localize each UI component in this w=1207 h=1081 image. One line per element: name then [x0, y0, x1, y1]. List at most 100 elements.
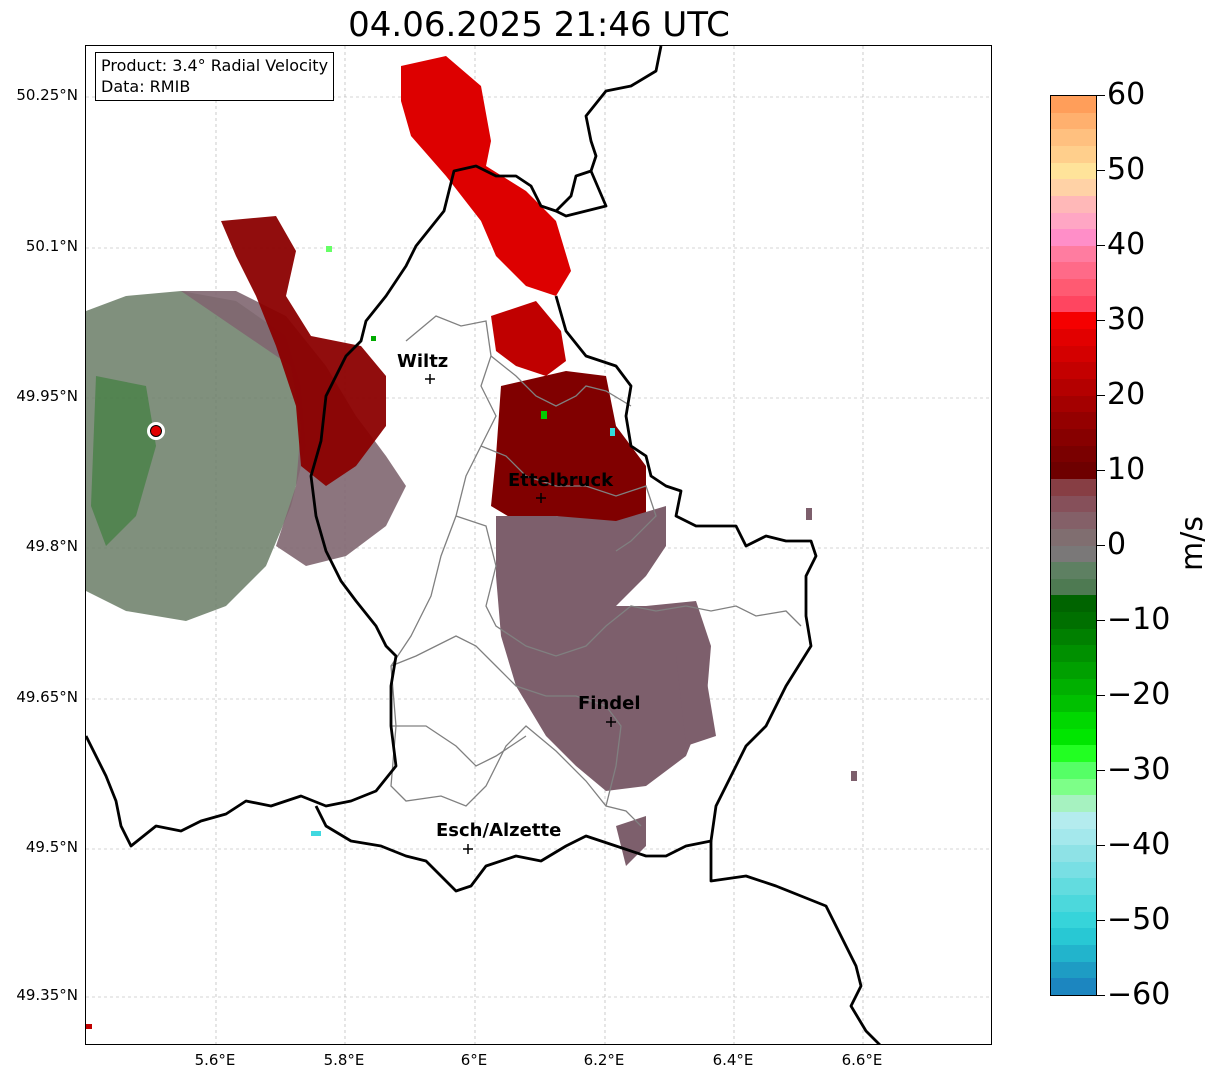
country-borders	[86, 46, 881, 1044]
colorbar-unit-label: m/s	[1175, 516, 1207, 571]
map-title: 04.06.2025 21:46 UTC	[348, 5, 730, 45]
colorbar-band	[1051, 745, 1096, 764]
colorbar-tick	[1097, 620, 1105, 621]
colorbar-band	[1051, 545, 1096, 564]
echo-west-mauve	[181, 291, 406, 566]
echo-west-darkgreen	[91, 376, 156, 546]
echo-darkred-west	[221, 216, 386, 486]
colorbar-band	[1051, 978, 1096, 995]
colorbar-band	[1051, 628, 1096, 648]
colorbar-band	[1051, 229, 1096, 248]
colorbar-tick	[1097, 995, 1105, 996]
colorbar-band	[1051, 329, 1096, 348]
colorbar-band	[1051, 711, 1096, 731]
colorbar-band	[1051, 279, 1096, 298]
colorbar-band	[1051, 645, 1096, 664]
colorbar-band	[1051, 212, 1096, 231]
colorbar-label-40: 40	[1107, 227, 1146, 262]
colorbar-tick	[1097, 170, 1105, 171]
colorbar-band	[1051, 145, 1096, 165]
radar-echoes	[86, 56, 857, 1029]
colorbar-tick	[1097, 245, 1105, 246]
colorbar-band	[1051, 129, 1096, 148]
colorbar-band	[1051, 578, 1096, 598]
colorbar-band	[1051, 878, 1096, 897]
colorbar-band	[1051, 612, 1096, 631]
colorbar-label-minus-10: −10	[1107, 602, 1171, 637]
colorbar-band	[1051, 262, 1096, 281]
colorbar-label-minus-40: −40	[1107, 827, 1171, 862]
colorbar-band	[1051, 495, 1096, 514]
lon-label-6-6: 6.6°E	[841, 1051, 883, 1069]
lon-label-6-2: 6.2°E	[583, 1051, 625, 1069]
colorbar-band	[1051, 195, 1096, 215]
colorbar-label-minus-50: −50	[1107, 902, 1171, 937]
colorbar-band	[1051, 428, 1096, 448]
colorbar-band	[1051, 179, 1096, 198]
lon-label-5-6: 5.6°E	[194, 1051, 236, 1069]
place-markers	[425, 374, 616, 854]
lat-label-49-95: 49.95°N	[16, 387, 78, 405]
colorbar-tick	[1097, 320, 1105, 321]
colorbar-band	[1051, 961, 1096, 981]
colorbar-band	[1051, 845, 1096, 864]
place-label-findel: Findel	[578, 693, 641, 714]
colorbar-tick	[1097, 545, 1105, 546]
colorbar-label-minus-60: −60	[1107, 977, 1171, 1012]
lon-label-6: 6°E	[460, 1051, 488, 1069]
lat-label-49-65: 49.65°N	[16, 688, 78, 706]
colorbar-band	[1051, 512, 1096, 531]
colorbar-band	[1051, 112, 1096, 132]
colorbar-band	[1051, 528, 1096, 548]
colorbar-band	[1051, 312, 1096, 331]
colorbar-label-30: 30	[1107, 302, 1146, 337]
lat-label-49-5: 49.5°N	[25, 838, 78, 856]
colorbar-label-minus-20: −20	[1107, 677, 1171, 712]
colorbar-band	[1051, 245, 1096, 265]
colorbar-band	[1051, 478, 1096, 498]
colorbar-band	[1051, 945, 1096, 964]
colorbar-label-20: 20	[1107, 377, 1146, 412]
colorbar-label-50: 50	[1107, 152, 1146, 187]
colorbar-band	[1051, 395, 1096, 415]
colorbar-band	[1051, 678, 1096, 698]
colorbar-band	[1051, 295, 1096, 315]
colorbar-band	[1051, 811, 1096, 831]
velocity-colorbar	[1050, 95, 1097, 996]
place-label-wiltz: Wiltz	[397, 351, 449, 372]
colorbar-band	[1051, 928, 1096, 947]
radar-site-marker	[147, 422, 165, 440]
product-label: Product: 3.4° Radial Velocity	[101, 56, 329, 75]
lon-label-6-4: 6.4°E	[712, 1051, 754, 1069]
colorbar-band	[1051, 345, 1096, 365]
echo-darkred-core	[491, 371, 646, 526]
colorbar-band	[1051, 445, 1096, 465]
colorbar-band	[1051, 462, 1096, 481]
colorbar-band	[1051, 695, 1096, 714]
colorbar-tick	[1097, 845, 1105, 846]
colorbar-band	[1051, 728, 1096, 748]
echo-west-green	[86, 291, 306, 621]
colorbar-tick	[1097, 470, 1105, 471]
place-label-ettelbruck: Ettelbruck	[508, 470, 614, 491]
echo-mauve-southeast	[616, 816, 646, 866]
lat-label-49-8: 49.8°N	[25, 537, 78, 555]
place-label-esch-alzette: Esch/Alzette	[436, 820, 562, 841]
colorbar-band	[1051, 362, 1096, 381]
colorbar-tick	[1097, 395, 1105, 396]
colorbar-tick	[1097, 95, 1105, 96]
lat-label-49-35: 49.35°N	[16, 986, 78, 1004]
echo-mauve-east	[676, 656, 716, 746]
canton-boundaries	[390, 315, 802, 827]
colorbar-band	[1051, 778, 1096, 797]
colorbar-band	[1051, 595, 1096, 614]
colorbar-band	[1051, 795, 1096, 814]
colorbar-band	[1051, 828, 1096, 847]
colorbar-band	[1051, 412, 1096, 431]
colorbar-label-minus-30: −30	[1107, 752, 1171, 787]
colorbar-band	[1051, 662, 1096, 681]
colorbar-tick	[1097, 770, 1105, 771]
colorbar-label-0: 0	[1107, 527, 1127, 562]
data-source-label: Data: RMIB	[101, 77, 191, 96]
lat-label-50-1: 50.1°N	[25, 237, 78, 255]
